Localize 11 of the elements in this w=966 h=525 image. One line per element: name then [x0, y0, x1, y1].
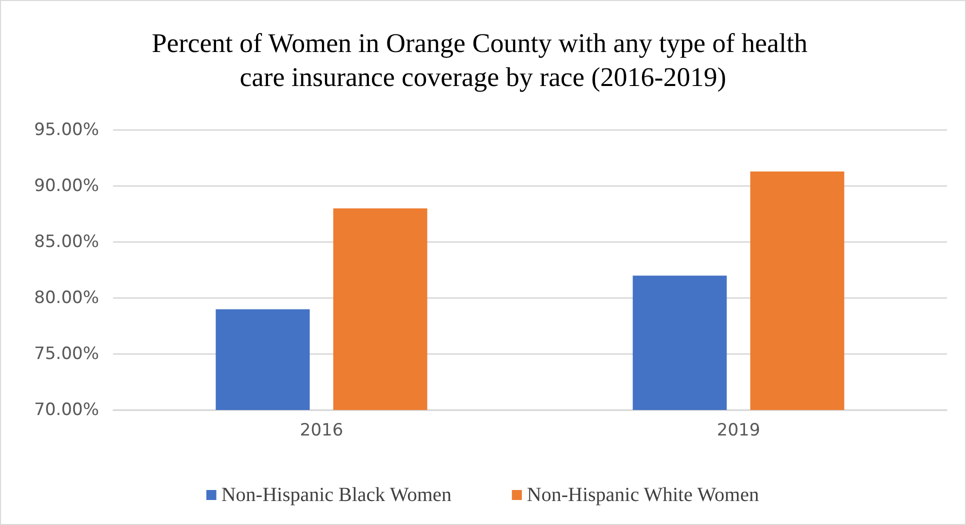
y-tick-label: 95.00%: [34, 120, 99, 140]
legend-label: Non-Hispanic White Women: [526, 484, 759, 506]
y-tick-label: 75.00%: [34, 344, 99, 364]
legend-label: Non-Hispanic Black Women: [221, 484, 452, 506]
y-tick-label: 90.00%: [34, 176, 99, 196]
y-tick-label: 85.00%: [34, 232, 99, 252]
x-tick-label: 2019: [716, 420, 760, 440]
x-tick-label: 2016: [300, 420, 344, 440]
y-tick-label: 70.00%: [34, 400, 99, 420]
chart-title: Percent of Women in Orange County with any type of health care insurance coverage by race (2016-2019): [152, 28, 814, 92]
y-tick-label: 80.00%: [34, 288, 99, 308]
